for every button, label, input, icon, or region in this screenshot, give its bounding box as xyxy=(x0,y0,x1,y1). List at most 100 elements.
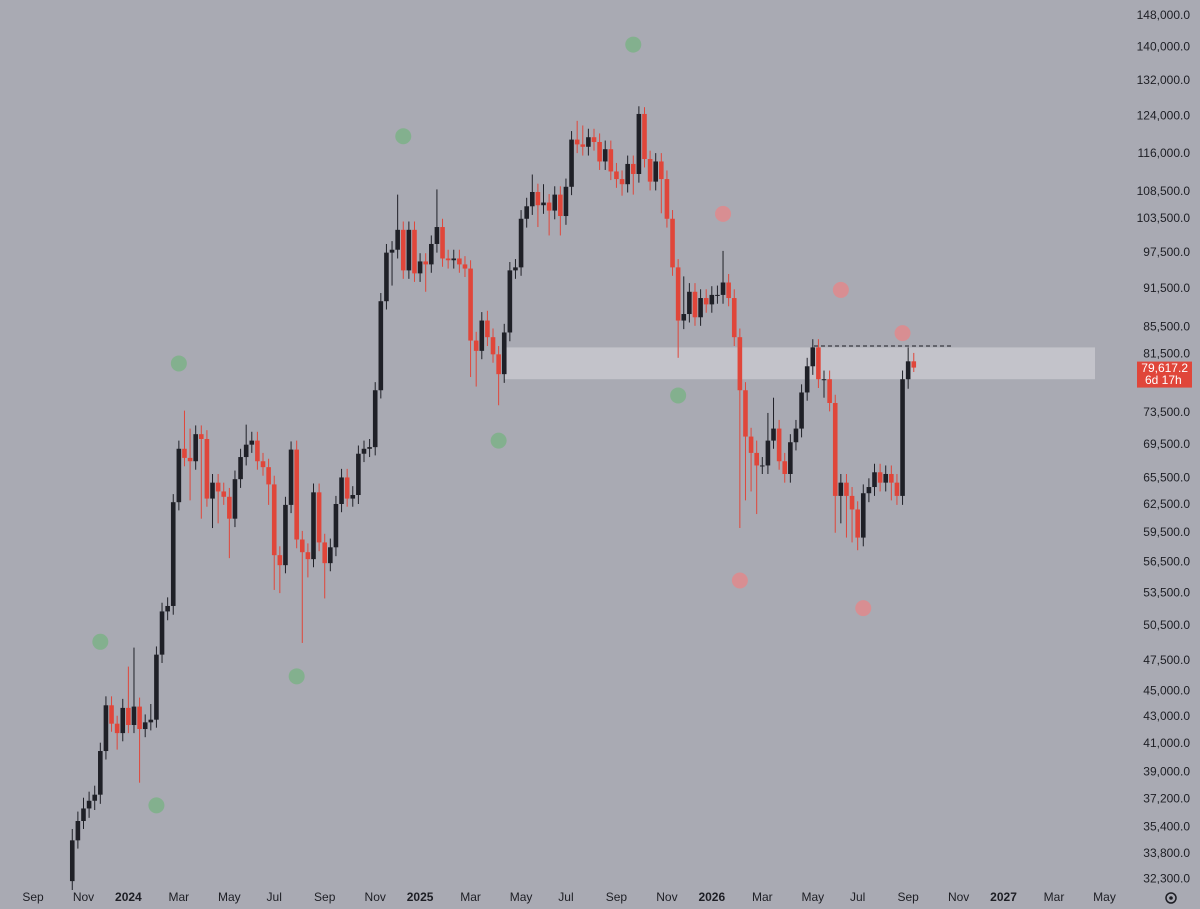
candle-body xyxy=(199,434,204,439)
candle-body xyxy=(249,440,255,445)
candle-body xyxy=(490,337,496,355)
candle xyxy=(782,452,788,483)
candle-body xyxy=(479,320,485,351)
candle-body xyxy=(299,539,305,553)
candle-body xyxy=(103,705,109,752)
candle-body xyxy=(731,298,737,338)
candle xyxy=(468,260,473,378)
candle-body xyxy=(518,218,524,268)
x-tick-label: Mar xyxy=(752,890,773,904)
candle xyxy=(524,197,529,228)
candle xyxy=(249,431,255,453)
candle-body xyxy=(294,449,299,540)
candle xyxy=(653,153,659,191)
candle xyxy=(883,465,889,492)
candle xyxy=(445,249,451,269)
candle-body xyxy=(69,840,75,882)
candle-body xyxy=(288,449,294,505)
candle-body xyxy=(900,379,905,496)
candle-body xyxy=(614,171,619,180)
candle xyxy=(698,289,703,326)
candle-body xyxy=(389,249,395,253)
candle xyxy=(423,253,428,292)
candle xyxy=(142,714,148,738)
candle-body xyxy=(339,477,344,504)
candle xyxy=(260,452,266,476)
candle-body xyxy=(243,444,249,458)
candle-body xyxy=(109,705,114,724)
candle-body xyxy=(681,314,687,321)
candle-body xyxy=(670,218,675,268)
candle-body xyxy=(322,542,328,564)
candle-body xyxy=(563,186,569,217)
candle xyxy=(311,483,316,568)
candle-body xyxy=(384,252,389,302)
candle-body xyxy=(367,447,372,449)
candle xyxy=(109,696,114,732)
candle xyxy=(339,468,344,513)
y-tick-label: 85,500.0 xyxy=(1143,319,1190,333)
candle xyxy=(743,382,748,501)
candle xyxy=(69,828,75,890)
candle-body xyxy=(485,320,490,338)
candle-body xyxy=(204,438,210,499)
settings-icon[interactable] xyxy=(1165,892,1177,904)
signal-marker xyxy=(715,205,732,222)
candle-body xyxy=(210,482,215,499)
candle-body xyxy=(271,484,277,556)
candle-body xyxy=(524,206,529,219)
x-tick-label: 2025 xyxy=(407,890,434,904)
candle-body xyxy=(255,440,260,462)
candle-body xyxy=(574,139,580,145)
x-tick-label: Nov xyxy=(948,890,969,904)
candle xyxy=(754,440,759,515)
candle xyxy=(838,473,844,524)
candle xyxy=(872,463,877,496)
candle-body xyxy=(440,227,445,259)
signal-marker xyxy=(92,633,109,650)
settings-icon-ring[interactable] xyxy=(1165,892,1177,904)
candle xyxy=(451,249,457,269)
signal-marker xyxy=(288,668,305,685)
candle-body xyxy=(154,654,159,720)
y-tick-label: 39,000.0 xyxy=(1143,765,1190,779)
candle-body xyxy=(457,258,462,265)
candle-body xyxy=(558,194,563,217)
candle-body xyxy=(776,428,782,462)
candle-body xyxy=(215,482,221,492)
candle xyxy=(647,150,653,191)
candle xyxy=(832,394,838,533)
candle xyxy=(748,427,754,492)
candle xyxy=(675,259,681,358)
x-tick-label: Sep xyxy=(314,890,336,904)
candle-body xyxy=(305,552,311,560)
y-tick-label: 73,500.0 xyxy=(1143,405,1190,419)
support-zone xyxy=(504,347,1095,380)
candle xyxy=(630,155,636,195)
candle xyxy=(148,704,154,731)
candle-body xyxy=(760,465,765,467)
candle xyxy=(821,370,827,398)
candle-body xyxy=(877,472,883,483)
signal-marker xyxy=(625,36,642,53)
candle xyxy=(552,186,558,220)
candle-body xyxy=(148,719,154,723)
candle-body xyxy=(894,482,900,496)
candle xyxy=(541,184,546,214)
x-tick-label: Sep xyxy=(897,890,919,904)
candle-body xyxy=(580,144,586,147)
candle-body xyxy=(726,282,731,299)
candle xyxy=(131,647,137,734)
candle-body xyxy=(378,301,384,391)
candle xyxy=(816,339,821,389)
candle xyxy=(232,470,238,528)
x-tick-label: 2027 xyxy=(990,890,1017,904)
settings-icon-dot[interactable] xyxy=(1169,896,1173,900)
candle-body xyxy=(238,457,243,480)
candle-body xyxy=(159,611,165,655)
candle xyxy=(563,178,569,225)
candle-body xyxy=(647,158,653,182)
y-tick-label: 140,000.0 xyxy=(1137,40,1191,54)
candle xyxy=(518,210,524,276)
